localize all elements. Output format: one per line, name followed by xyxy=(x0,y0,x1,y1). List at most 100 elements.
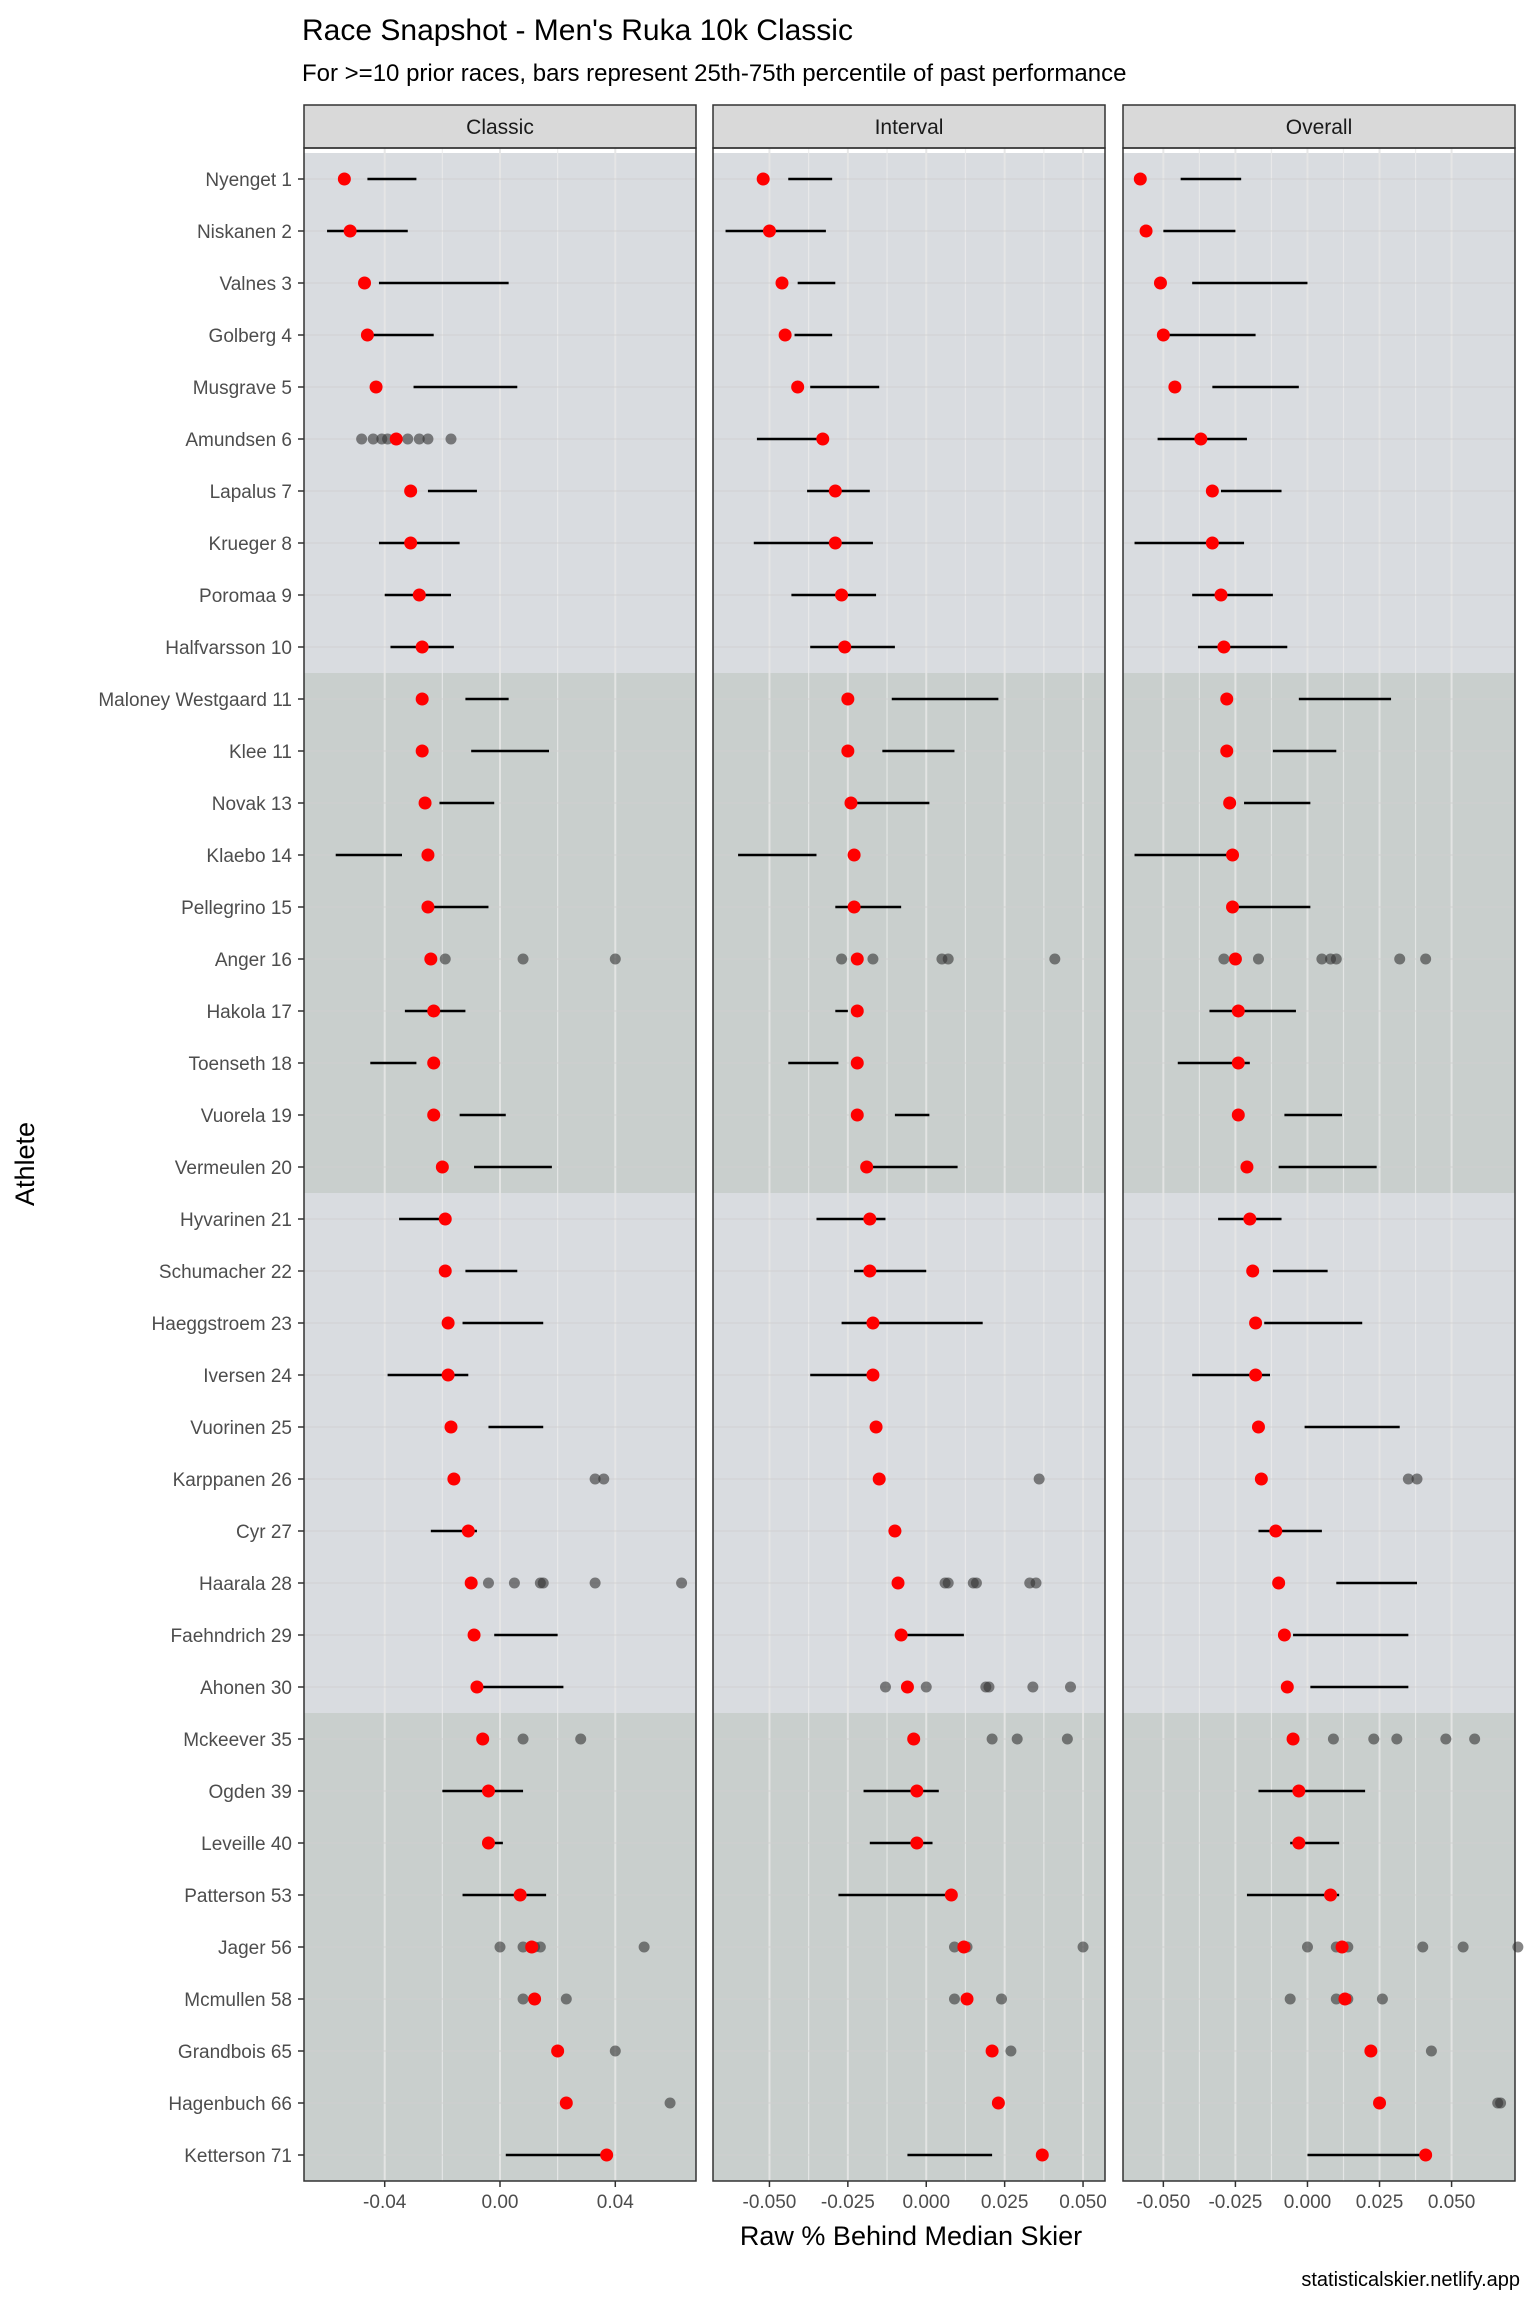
athlete-label: Niskanen 2 xyxy=(197,222,292,243)
current-result-point xyxy=(1231,1056,1245,1070)
current-result-point xyxy=(441,1368,455,1382)
current-result-point xyxy=(1364,2044,1378,2058)
current-result-point xyxy=(528,1992,542,2006)
current-result-point xyxy=(559,2096,573,2110)
x-tick-label: 0.00 xyxy=(482,2192,519,2213)
past-result-point xyxy=(482,1577,494,1589)
past-result-point xyxy=(1495,2097,1507,2109)
current-result-point xyxy=(404,536,418,550)
past-result-point xyxy=(1077,1941,1089,1953)
past-result-point xyxy=(1402,1473,1414,1485)
past-result-point xyxy=(609,2045,621,2057)
group-band xyxy=(713,153,1105,673)
current-result-point xyxy=(828,536,842,550)
past-result-point xyxy=(1330,953,1342,965)
current-result-point xyxy=(828,484,842,498)
current-result-point xyxy=(461,1524,475,1538)
current-result-point xyxy=(424,952,438,966)
past-result-point xyxy=(1391,1733,1403,1745)
current-result-point xyxy=(1280,1680,1294,1694)
current-result-point xyxy=(1214,588,1228,602)
past-result-point xyxy=(1457,1941,1469,1953)
past-result-point xyxy=(537,1577,549,1589)
x-axis-title: Raw % Behind Median Skier xyxy=(740,2221,1082,2251)
current-result-point xyxy=(438,1212,452,1226)
past-result-point xyxy=(920,1681,932,1693)
athlete-label: Ahonen 30 xyxy=(200,1678,292,1699)
athlete-label: Poromaa 9 xyxy=(199,586,292,607)
current-result-point xyxy=(1133,172,1147,186)
past-result-point xyxy=(413,433,425,445)
group-band xyxy=(1123,673,1515,1193)
current-result-point xyxy=(427,1056,441,1070)
panel-border xyxy=(1122,147,1516,2182)
current-result-point xyxy=(1226,848,1240,862)
current-result-point xyxy=(467,1628,481,1642)
current-result-point xyxy=(850,1108,864,1122)
past-result-point xyxy=(589,1577,601,1589)
past-result-point xyxy=(983,1681,995,1693)
current-result-point xyxy=(343,224,357,238)
current-result-point xyxy=(1338,1992,1352,2006)
x-tick-label: -0.050 xyxy=(1136,2192,1190,2213)
current-result-point xyxy=(1156,328,1170,342)
past-result-point xyxy=(1005,2045,1017,2057)
group-band xyxy=(713,1193,1105,1713)
past-result-point xyxy=(986,1733,998,1745)
past-result-point xyxy=(1252,953,1264,965)
current-result-point xyxy=(838,640,852,654)
past-result-point xyxy=(534,1941,546,1953)
chart-subtitle: For >=10 prior races, bars represent 25t… xyxy=(302,60,1126,87)
current-result-point xyxy=(1240,1160,1254,1174)
past-result-point xyxy=(598,1473,610,1485)
athlete-label: Patterson 53 xyxy=(184,1886,292,1907)
current-result-point xyxy=(1292,1784,1306,1798)
past-result-point xyxy=(609,953,621,965)
x-tick-label: 0.050 xyxy=(1428,2192,1476,2213)
facet-strip xyxy=(1122,104,1516,149)
x-tick-label: -0.050 xyxy=(743,2192,797,2213)
athlete-label: Hyvarinen 21 xyxy=(180,1210,292,1231)
current-result-point xyxy=(1217,640,1231,654)
past-result-point xyxy=(996,1993,1008,2005)
facet-strip xyxy=(303,104,697,149)
past-result-point xyxy=(517,953,529,965)
athlete-label: Lapalus 7 xyxy=(210,482,292,503)
past-result-point xyxy=(1425,2045,1437,2057)
current-result-point xyxy=(866,1368,880,1382)
current-result-point xyxy=(1286,1732,1300,1746)
current-result-point xyxy=(1249,1368,1263,1382)
past-result-point xyxy=(1011,1733,1023,1745)
facet-panel-interval: -0.050 -0.025 0.000 0.025 0.050 Interval xyxy=(712,104,1107,2213)
past-result-point xyxy=(1033,1473,1045,1485)
group-band xyxy=(1123,153,1515,673)
x-tick-label: -0.025 xyxy=(821,2192,875,2213)
past-result-point xyxy=(1512,1941,1524,1953)
facet-strip-label: Overall xyxy=(1286,116,1353,139)
past-result-point xyxy=(664,2097,676,2109)
athlete-label: Amundsen 6 xyxy=(185,430,292,451)
panel-border xyxy=(712,147,1106,2182)
current-result-point xyxy=(891,1576,905,1590)
current-result-point xyxy=(551,2044,565,2058)
athlete-label: Jager 56 xyxy=(218,1938,292,1959)
panel-border xyxy=(303,147,697,2182)
x-tick-label: 0.050 xyxy=(1059,2192,1107,2213)
athlete-label: Hagenbuch 66 xyxy=(168,2094,292,2115)
current-result-point xyxy=(470,1680,484,1694)
current-result-point xyxy=(481,1836,495,1850)
past-result-point xyxy=(439,953,451,965)
current-result-point xyxy=(869,1420,883,1434)
current-result-point xyxy=(1269,1524,1283,1538)
facet-panel-overall: -0.050 -0.025 0.000 0.025 0.050 Overall xyxy=(1122,104,1524,2213)
current-result-point xyxy=(404,484,418,498)
facet-panel-classic: -0.04 0.00 0.04 Classic xyxy=(303,104,697,2213)
current-result-point xyxy=(900,1680,914,1694)
past-result-point xyxy=(970,1577,982,1589)
current-result-point xyxy=(1249,1316,1263,1330)
athlete-label: Ogden 39 xyxy=(209,1782,292,1803)
past-result-point xyxy=(1394,953,1406,965)
current-result-point xyxy=(835,588,849,602)
current-result-point xyxy=(847,900,861,914)
